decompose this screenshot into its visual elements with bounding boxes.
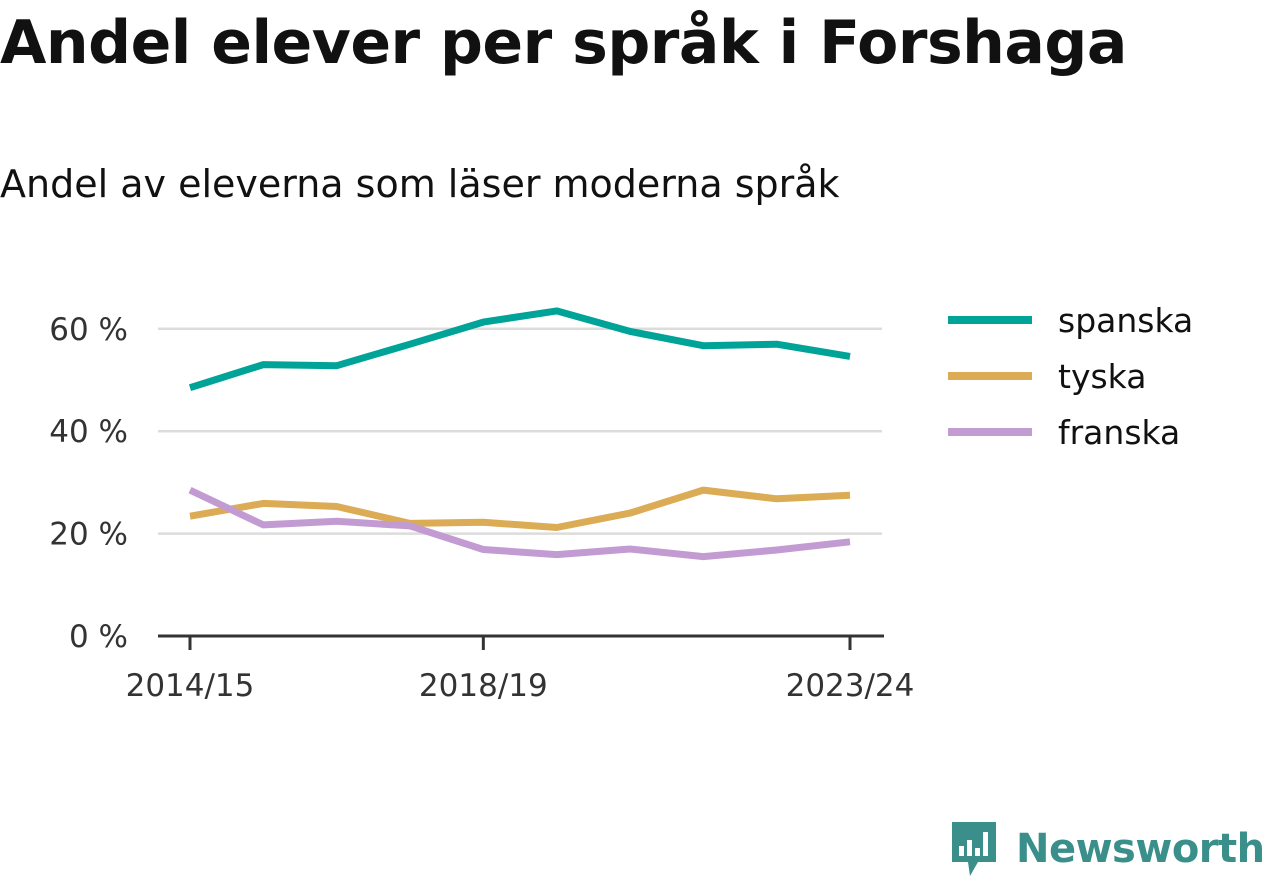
y-tick-label: 40 % [49, 414, 128, 450]
y-tick-label: 20 % [49, 517, 128, 553]
legend-label-tyska: tyska [1058, 357, 1146, 396]
x-tick-label: 2014/15 [126, 668, 255, 704]
x-tick-label: 2023/24 [786, 668, 915, 704]
chart-title: Andel elever per språk i Forshaga [0, 8, 1127, 78]
x-tick-label: 2018/19 [419, 668, 548, 704]
newsworthy-logo-icon [952, 822, 996, 876]
series-line-spanska [188, 307, 851, 392]
brand-name: Newsworthy [1016, 826, 1262, 872]
y-tick-label: 0 % [69, 619, 128, 655]
grid-lines [158, 327, 882, 535]
legend-label-spanska: spanska [1058, 301, 1193, 340]
y-tick-label: 60 % [49, 312, 128, 348]
legend-label-franska: franska [1058, 413, 1180, 452]
chart-subtitle: Andel av eleverna som läser moderna språ… [0, 162, 840, 206]
series-lines [188, 307, 851, 561]
y-axis-ticks: 0 % 20 % 40 % 60 % [49, 312, 128, 655]
x-axis-ticks: 2014/15 2018/19 2023/24 [126, 636, 915, 704]
series-line-franska [188, 486, 851, 561]
series-line-tyska [189, 486, 851, 531]
legend: spanska tyska franska [948, 301, 1193, 452]
brand-logo: Newsworthy [948, 818, 1262, 880]
